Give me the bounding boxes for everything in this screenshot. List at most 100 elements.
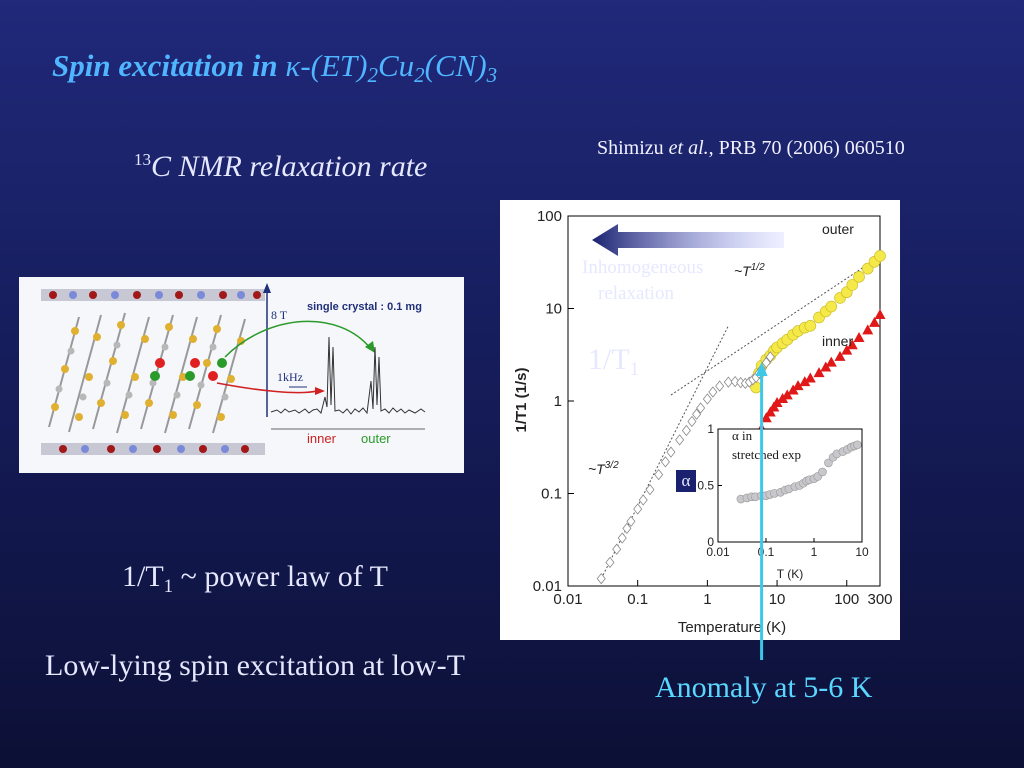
main-x-tick-label: 0.1 <box>627 591 648 608</box>
citation-etal: et al. <box>668 137 709 159</box>
low-t-data-point <box>730 375 740 388</box>
outer-data-point <box>853 271 865 283</box>
scale-label: 1kHz <box>277 370 303 384</box>
inner-site-marker <box>155 358 165 368</box>
rate-label-prefix: 1/T <box>588 343 630 376</box>
inset-x-tick-label: 0.1 <box>758 545 775 559</box>
formula-cn: (CN) <box>424 48 487 83</box>
rate-label: 1/T1 <box>588 343 639 381</box>
power-law-guides <box>600 255 881 579</box>
inner-data-point <box>771 397 783 408</box>
main-x-tick-label: 0.01 <box>553 591 582 608</box>
t-half-label: ~T1/2 <box>734 262 765 279</box>
nmr-label: 13C NMR relaxation rate <box>134 150 427 184</box>
low-t-data-point <box>692 408 702 420</box>
formula-et: -(ET) <box>300 48 368 83</box>
crystal-structure-figure: 8 T single crystal : 0.1 mg 1kHz inner o… <box>19 277 464 473</box>
main-x-tick-label: 1 <box>703 591 711 608</box>
low-t-data-point <box>723 376 733 388</box>
alpha-label: α in stretched exp <box>732 426 801 464</box>
main-y-tick-label: 1 <box>554 393 562 410</box>
outer-peak-label: outer <box>361 431 391 446</box>
low-t-data-point <box>622 522 632 534</box>
inset-x-axis-label: T (K) <box>777 567 803 581</box>
main-x-tick-label: 10 <box>769 591 786 608</box>
inset-y-tick-label: 0 <box>707 535 714 549</box>
main-y-tick-label: 100 <box>537 208 562 225</box>
low-t-data-point <box>654 468 664 481</box>
inhomogeneous-line-1: Inhomogeneous <box>582 257 704 278</box>
low-t-data-point <box>612 543 622 555</box>
main-y-tick-label: 0.1 <box>541 486 562 503</box>
outer-link-arrow <box>224 320 372 358</box>
formula-sub-2: 2 <box>414 63 425 87</box>
title-formula: κ-(ET)2Cu2(CN)3 <box>285 48 497 87</box>
low-t-data-point <box>596 573 606 585</box>
nmr-spectrum-trace <box>270 336 426 415</box>
alpha-label-line-1: α in <box>732 428 753 443</box>
inset-y-tick-label: 1 <box>707 422 714 436</box>
field-label: 8 T <box>271 308 288 322</box>
power-law-sub: 1 <box>163 576 174 597</box>
low-t-data-point <box>617 532 627 544</box>
inner-data-point <box>792 380 804 391</box>
inset-x-tick-label: 0.01 <box>706 545 730 559</box>
inner-data-point <box>846 339 858 350</box>
inner-data-point <box>760 412 772 423</box>
main-y-tick-label: 0.01 <box>533 578 562 595</box>
inner-data-point <box>820 361 832 372</box>
nmr-label-text: C NMR relaxation rate <box>151 150 428 183</box>
power-law-statement: 1/T1 ~ power law of T <box>122 560 388 598</box>
inset-x-tick-label: 1 <box>811 545 818 559</box>
t-32-base: ~T <box>588 461 606 477</box>
kappa-symbol: κ <box>285 48 301 83</box>
isotope-number: 13 <box>134 150 151 169</box>
sample-label: single crystal : 0.1 mg <box>307 301 422 313</box>
outer-data-point <box>846 279 859 291</box>
low-t-data-point <box>605 556 615 569</box>
low-t-data-point <box>666 446 676 458</box>
low-t-data-point <box>638 494 648 506</box>
outer-link-arrowhead <box>365 341 375 353</box>
crystal-lattice-drawing <box>41 289 265 455</box>
inner-data-point <box>841 344 853 355</box>
low-t-data-point <box>645 484 655 496</box>
inset-y-tick-label: 0.5 <box>697 479 714 493</box>
inner-data-point <box>799 376 811 387</box>
inner-site-marker <box>190 358 200 368</box>
inhomogeneous-arrow <box>592 224 784 256</box>
low-t-data-point <box>687 415 697 428</box>
low-lying-statement: Low-lying spin excitation at low-T <box>45 649 465 682</box>
inner-data-point <box>781 389 793 400</box>
power-law-guide <box>670 255 881 396</box>
outer-site-marker <box>185 371 195 381</box>
inner-data-point <box>853 331 865 342</box>
citation-author: Shimizu <box>597 137 664 159</box>
slide-title: Spin excitation in κ-(ET)2Cu2(CN)3 <box>52 48 497 88</box>
t-half-exponent: 1/2 <box>751 262 765 273</box>
main-y-tick-label: 10 <box>545 301 562 318</box>
alpha-data-point <box>853 440 862 450</box>
low-t-data-point <box>681 424 691 437</box>
low-t-data-point <box>696 402 706 414</box>
t-32-label: ~T3/2 <box>588 460 619 477</box>
formula-sub-1: 2 <box>367 63 378 87</box>
inner-site-marker <box>208 371 218 381</box>
alpha-data-point <box>824 458 833 468</box>
outer-series-label: outer <box>822 221 854 237</box>
inner-data-point <box>868 316 880 327</box>
outer-site-marker <box>150 371 160 381</box>
field-arrow <box>263 283 271 417</box>
alpha-data-point <box>818 467 827 477</box>
low-t-data-point <box>765 351 775 363</box>
power-law-suffix: ~ power law of T <box>173 560 388 593</box>
low-t-data-point <box>675 434 685 446</box>
inner-peak-label: inner <box>307 431 337 446</box>
inset-x-tick-label: 10 <box>855 545 869 559</box>
main-x-tick-label: 300 <box>867 591 892 608</box>
inner-data-point <box>813 367 825 378</box>
outer-data-point <box>825 300 838 313</box>
power-law-guide <box>600 325 729 579</box>
inner-link-arrow <box>216 382 318 394</box>
